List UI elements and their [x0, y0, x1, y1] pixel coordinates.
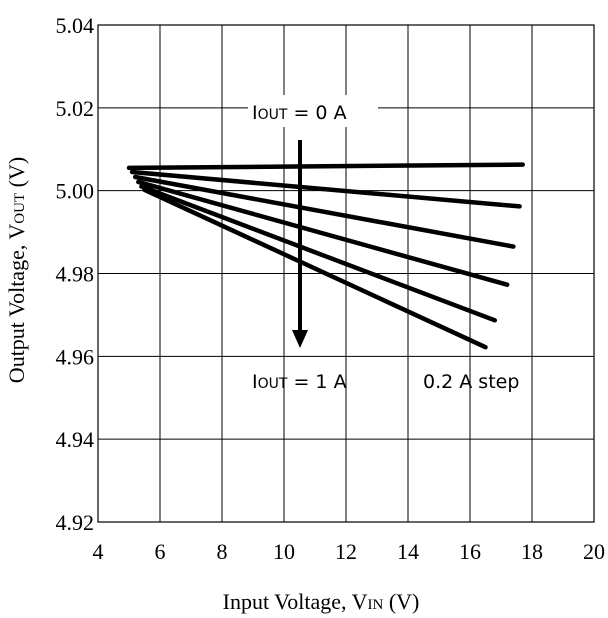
- series-line: [139, 184, 498, 323]
- y-tick-label: 4.96: [56, 344, 95, 369]
- y-tick-label: 4.98: [56, 262, 95, 287]
- series-line: [136, 179, 510, 287]
- series-line: [142, 187, 488, 350]
- y-tick-label: 5.00: [56, 179, 95, 204]
- x-tick-label: 8: [217, 539, 228, 564]
- x-tick-label: 6: [155, 539, 166, 564]
- direction-arrow: [292, 140, 308, 348]
- series-line: [132, 174, 516, 249]
- x-tick-label: 12: [335, 539, 357, 564]
- x-tick-label: 18: [521, 539, 543, 564]
- annotation-iout-0a: IOUT = 0 A: [252, 102, 347, 124]
- y-tick-label: 4.92: [56, 510, 95, 535]
- y-tick-label: 4.94: [56, 427, 95, 452]
- x-axis-title: Input Voltage, VIN (V): [223, 589, 420, 614]
- top-label-bg: [248, 95, 378, 127]
- x-tick-label: 4: [93, 539, 104, 564]
- y-tick-label: 5.04: [56, 13, 95, 38]
- tick-labels: 4 6 8 10 12 14 16 18 20 4.92 4.94 4.96 4.98 5.00 5.02 5…: [56, 13, 606, 564]
- series-line: [129, 169, 522, 209]
- x-tick-label: 16: [459, 539, 481, 564]
- annotation-step: 0.2 A step: [423, 371, 519, 393]
- annotation-iout-1a: IOUT = 1 A: [252, 371, 347, 393]
- series-line: [126, 162, 525, 171]
- series-lines: [126, 162, 525, 350]
- y-tick-label: 5.02: [56, 96, 95, 121]
- plot-frame: [97, 24, 595, 523]
- y-axis-title: Output Voltage, VOUT (V): [4, 157, 29, 383]
- x-tick-label: 10: [273, 539, 295, 564]
- x-tick-label: 20: [583, 539, 605, 564]
- x-tick-label: 14: [397, 539, 419, 564]
